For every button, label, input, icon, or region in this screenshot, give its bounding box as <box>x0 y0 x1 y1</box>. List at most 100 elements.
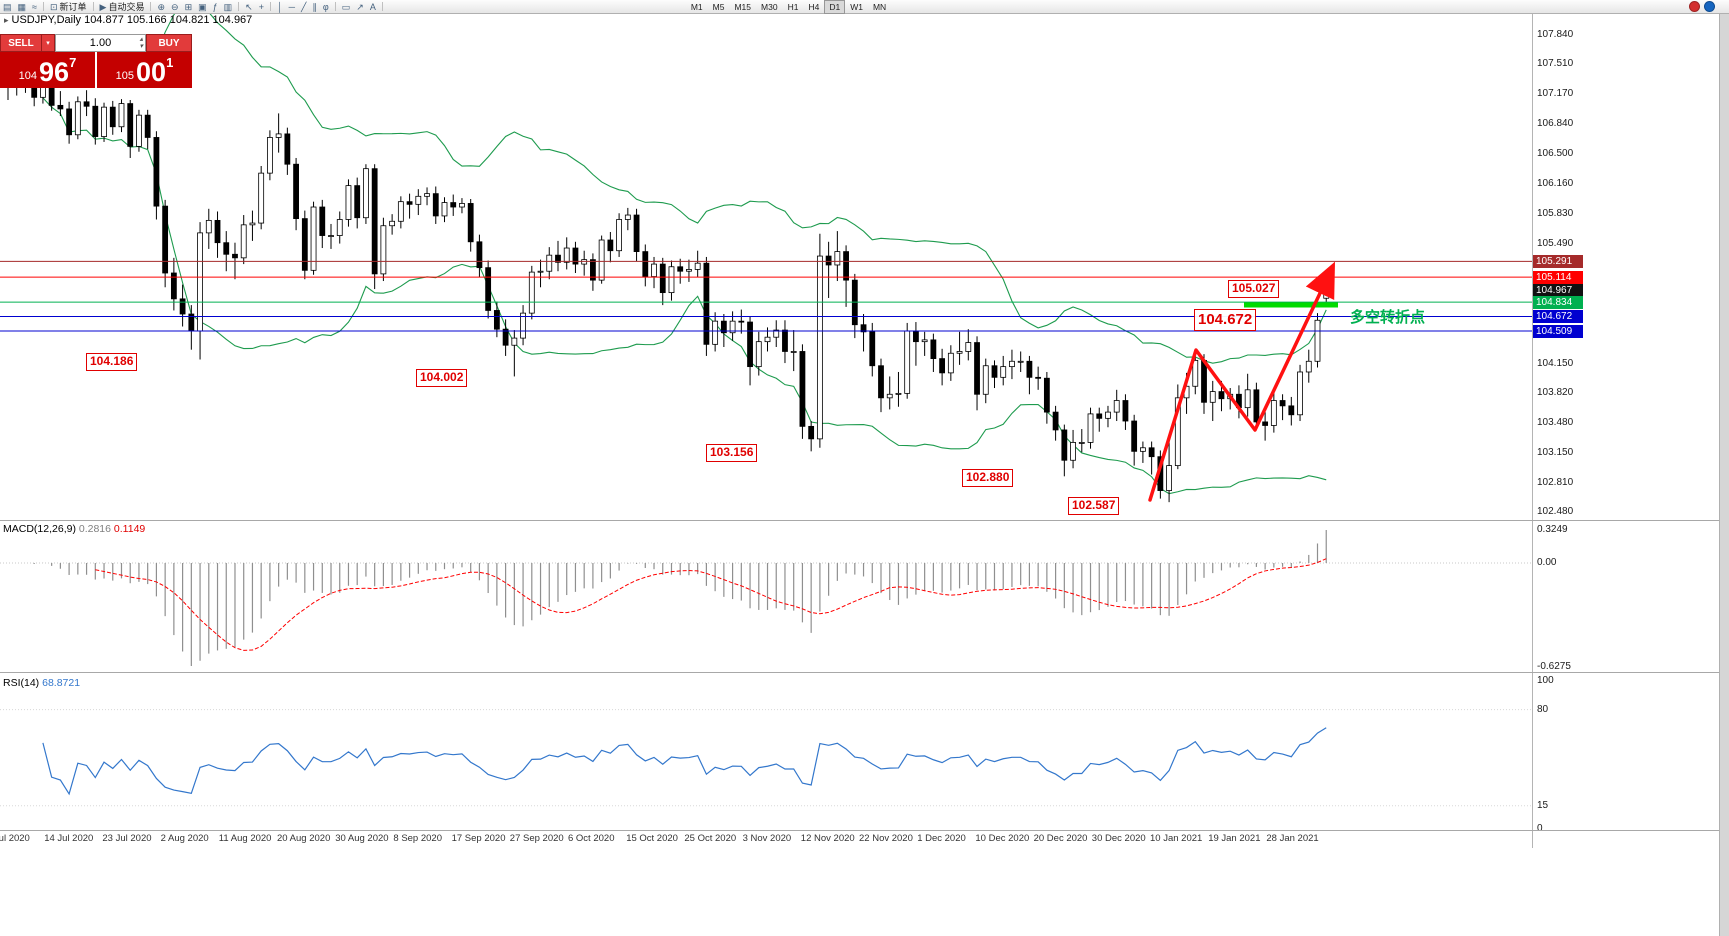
line-chart-icon[interactable]: ≈ <box>32 1 37 12</box>
toolbar-separator <box>42 2 44 11</box>
toolbar-separator <box>238 2 240 11</box>
trend-zigzag-arrow[interactable] <box>1148 261 1336 502</box>
date-label: 14 Jul 2020 <box>44 833 94 844</box>
macd-name: MACD(12,26,9) <box>3 523 76 535</box>
horizontal-price-lines[interactable] <box>0 260 1532 332</box>
mql5-community-icon[interactable] <box>1689 1 1700 12</box>
price-tick-label: 104.150 <box>1537 357 1574 369</box>
horizontal-line-icon[interactable]: ─ <box>288 1 295 12</box>
turning-point-label[interactable]: 多空转折点 <box>1350 309 1426 326</box>
timeframe-d1-button[interactable]: D1 <box>824 0 846 14</box>
rsi-indicator-label: RSI(14) 68.8721 <box>3 677 80 689</box>
chart-symbol-title: ▸ USDJPY,Daily 104.877 105.166 104.821 10… <box>4 14 252 26</box>
cascade-windows-icon[interactable]: ▣ <box>198 1 207 12</box>
date-label: 11 Aug 2020 <box>218 833 272 844</box>
autotrading-button[interactable]: ▶ 自动交易 <box>99 1 145 13</box>
sell-button[interactable]: SELL <box>0 34 42 52</box>
price-line-badge: 104.672 <box>1533 310 1583 324</box>
timeframe-m1-button[interactable]: M1 <box>690 1 703 12</box>
date-label: 25 Oct 2020 <box>684 833 737 844</box>
price-tick-label: 103.820 <box>1537 386 1574 398</box>
date-label: 1 Dec 2020 <box>917 833 966 844</box>
date-label: 19 Jan 2021 <box>1208 833 1261 844</box>
rsi-line <box>42 727 1327 796</box>
price-line-badge: 105.291 <box>1533 254 1583 268</box>
price-annotation-label[interactable]: 102.587 <box>1068 497 1120 515</box>
arrow-tool-icon[interactable]: ↗ <box>356 1 364 12</box>
volume-up-icon[interactable]: ▴ <box>139 36 143 43</box>
bollinger-bands <box>42 0 1327 495</box>
rsi-axis-label: 15 <box>1537 800 1549 812</box>
buy-price-handle: 105 <box>115 70 135 82</box>
panel-divider[interactable] <box>0 830 1729 831</box>
panel-divider[interactable] <box>0 672 1729 673</box>
price-annotation-label[interactable]: 102.880 <box>962 469 1014 487</box>
timeframe-m15-button[interactable]: M15 <box>734 1 752 12</box>
chart-nav-arrow-icon: ▸ <box>4 15 9 25</box>
toolbar-separator <box>334 2 336 11</box>
sell-price-display[interactable]: 104 96 7 <box>0 52 97 88</box>
candlestick-chart-icon[interactable]: ▦ <box>17 1 27 12</box>
rsi-value: 68.8721 <box>42 677 81 689</box>
price-tick-label: 105.490 <box>1537 238 1574 250</box>
macd-histogram <box>33 530 1327 666</box>
timeframe-m30-button[interactable]: M30 <box>761 1 778 12</box>
timeframe-h1-button[interactable]: H1 <box>787 1 799 12</box>
price-annotation-label[interactable]: 105.027 <box>1228 280 1280 298</box>
shapes-icon[interactable]: ▭ <box>341 1 351 12</box>
templates-icon[interactable]: ▥ <box>223 1 233 12</box>
buy-price-display[interactable]: 105 00 1 <box>97 52 192 88</box>
macd-axis-zero: 0.00 <box>1537 556 1557 568</box>
date-label: 12 Nov 2020 <box>800 833 855 844</box>
date-label: 28 Jan 2021 <box>1266 833 1319 844</box>
price-annotation-label[interactable]: 104.002 <box>416 369 468 387</box>
date-label: 15 Oct 2020 <box>626 833 678 844</box>
macd-indicator-label: MACD(12,26,9) 0.2816 0.1149 <box>3 523 145 535</box>
sell-options-caret-icon[interactable]: ▾ <box>42 34 55 52</box>
bar-chart-icon[interactable]: ▤ <box>3 1 12 12</box>
date-label: 20 Aug 2020 <box>277 833 331 844</box>
chart-surface[interactable] <box>0 0 1729 850</box>
rsi-axis-label: 0 <box>1537 822 1543 834</box>
timeframe-w1-button[interactable]: W1 <box>850 1 863 12</box>
search-icon[interactable] <box>1704 1 1715 12</box>
price-tick-label: 107.840 <box>1537 28 1574 40</box>
date-label: 30 Dec 2020 <box>1091 833 1146 844</box>
vertical-line-icon[interactable]: │ <box>276 1 283 12</box>
indicators-icon[interactable]: ƒ <box>212 1 218 12</box>
zoom-in-icon[interactable]: ⊕ <box>157 1 166 12</box>
timeframe-mn-button[interactable]: MN <box>872 1 887 12</box>
one-click-trading-panel: SELL ▾ 1.00 ▴ ▾ BUY 104 96 7 105 00 1 <box>0 34 192 88</box>
price-annotation-label[interactable]: 104.186 <box>86 353 138 371</box>
cursor-icon[interactable]: ↖ <box>245 1 253 12</box>
price-annotation-label[interactable]: 103.156 <box>706 444 758 462</box>
volume-input[interactable]: 1.00 ▴ ▾ <box>55 34 146 52</box>
price-tick-label: 105.830 <box>1537 207 1574 219</box>
tile-windows-icon[interactable]: ⊞ <box>184 1 193 12</box>
timeframe-m5-button[interactable]: M5 <box>712 1 725 12</box>
buy-button[interactable]: BUY <box>146 34 192 52</box>
panel-divider[interactable] <box>0 520 1729 521</box>
new-order-button[interactable]: ⊡ 新订单 <box>49 1 87 13</box>
timeframe-h4-button[interactable]: H4 <box>808 1 820 12</box>
zoom-out-icon[interactable]: ⊖ <box>171 1 179 12</box>
vertical-scrollbar[interactable] <box>1719 0 1729 936</box>
price-tick-label: 103.150 <box>1537 446 1574 458</box>
rsi-axis-label: 80 <box>1537 704 1549 716</box>
price-line-badge: 104.967 <box>1533 283 1583 297</box>
price-tick-label: 107.170 <box>1537 88 1574 100</box>
price-annotation-label[interactable]: 104.672 <box>1194 309 1257 331</box>
candles <box>5 71 1330 503</box>
price-tick-label: 102.480 <box>1537 506 1574 518</box>
text-tool-icon[interactable]: A <box>369 1 376 12</box>
trendline-icon[interactable]: ╱ <box>301 1 307 12</box>
channel-icon[interactable]: ∥ <box>312 1 317 12</box>
date-label: 17 Sep 2020 <box>451 833 506 844</box>
crosshair-icon[interactable]: + <box>258 1 264 12</box>
volume-down-icon[interactable]: ▾ <box>139 43 143 50</box>
price-tick-label: 107.510 <box>1537 57 1574 69</box>
date-label: 10 Dec 2020 <box>975 833 1030 844</box>
price-line-badge: 105.114 <box>1533 270 1583 284</box>
macd-signal-value: 0.1149 <box>113 523 146 535</box>
fibonacci-icon[interactable]: φ <box>322 1 329 12</box>
